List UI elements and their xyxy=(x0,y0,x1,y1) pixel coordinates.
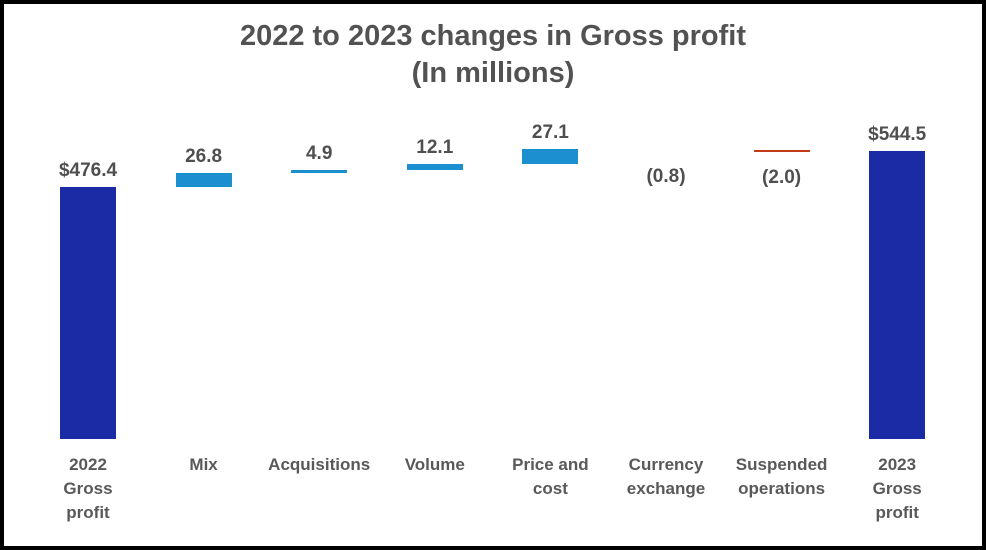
axis-label-suspended-operations: Suspended operations xyxy=(716,453,848,501)
axis-label-line: exchange xyxy=(626,479,706,498)
bar-mix xyxy=(175,172,232,187)
axis-label-acquisitions: Acquisitions xyxy=(253,453,385,477)
axis-label-volume: Volume xyxy=(369,453,501,477)
axis-label-line: operations xyxy=(738,479,826,498)
value-label-volume: 12.1 xyxy=(416,136,454,158)
axis-label-line: profit xyxy=(875,503,919,522)
axis-label-currency-exchange: Currency exchange xyxy=(600,453,732,501)
bar-suspended-operations xyxy=(753,149,810,153)
axis-label-line: Price and xyxy=(512,455,589,474)
value-label-currency-exchange: (0.8) xyxy=(646,165,686,187)
bar-2023-gross-profit xyxy=(869,150,926,439)
axis-label-line: cost xyxy=(532,479,568,498)
axis-label-price-and-cost: Price and cost xyxy=(484,453,616,501)
chart-title: 2022 to 2023 changes in Gross profit (In… xyxy=(0,18,986,92)
value-label-price-and-cost: 27.1 xyxy=(531,122,569,144)
bar-volume xyxy=(406,163,463,171)
axis-label-line: profit xyxy=(66,503,110,522)
axis-label-line: Mix xyxy=(189,455,218,474)
axis-label-line: Suspended xyxy=(735,455,828,474)
axis-label-line: Volume xyxy=(404,455,465,474)
axis-label-line: Acquisitions xyxy=(268,455,371,474)
bar-acquisitions xyxy=(291,170,348,173)
value-label-acquisitions: 4.9 xyxy=(305,143,333,165)
bar-2022-gross-profit xyxy=(60,187,116,439)
value-label-2022-gross-profit: $476.4 xyxy=(58,160,118,181)
axis-label-line: Gross xyxy=(63,479,113,498)
value-label-2023-gross-profit: $544.5 xyxy=(868,123,927,145)
axis-label-line: Gross xyxy=(872,479,922,498)
value-label-suspended-operations: (2.0) xyxy=(762,166,802,188)
chart-title-line1: 2022 to 2023 changes in Gross profit xyxy=(239,20,747,52)
value-label-mix: 26.8 xyxy=(185,145,223,167)
axis-label-line: Currency xyxy=(628,455,704,474)
chart-title-line2: (In millions) xyxy=(411,57,575,89)
axis-label-line: 2023 xyxy=(878,455,917,474)
bar-price-and-cost xyxy=(522,149,579,164)
axis-label-mix: Mix xyxy=(138,453,270,477)
axis-label-line: 2022 xyxy=(69,455,107,474)
axis-label-2023-gross-profit: 2023 Gross profit xyxy=(831,453,963,525)
axis-label-2022-gross-profit: 2022 Gross profit xyxy=(22,453,154,525)
